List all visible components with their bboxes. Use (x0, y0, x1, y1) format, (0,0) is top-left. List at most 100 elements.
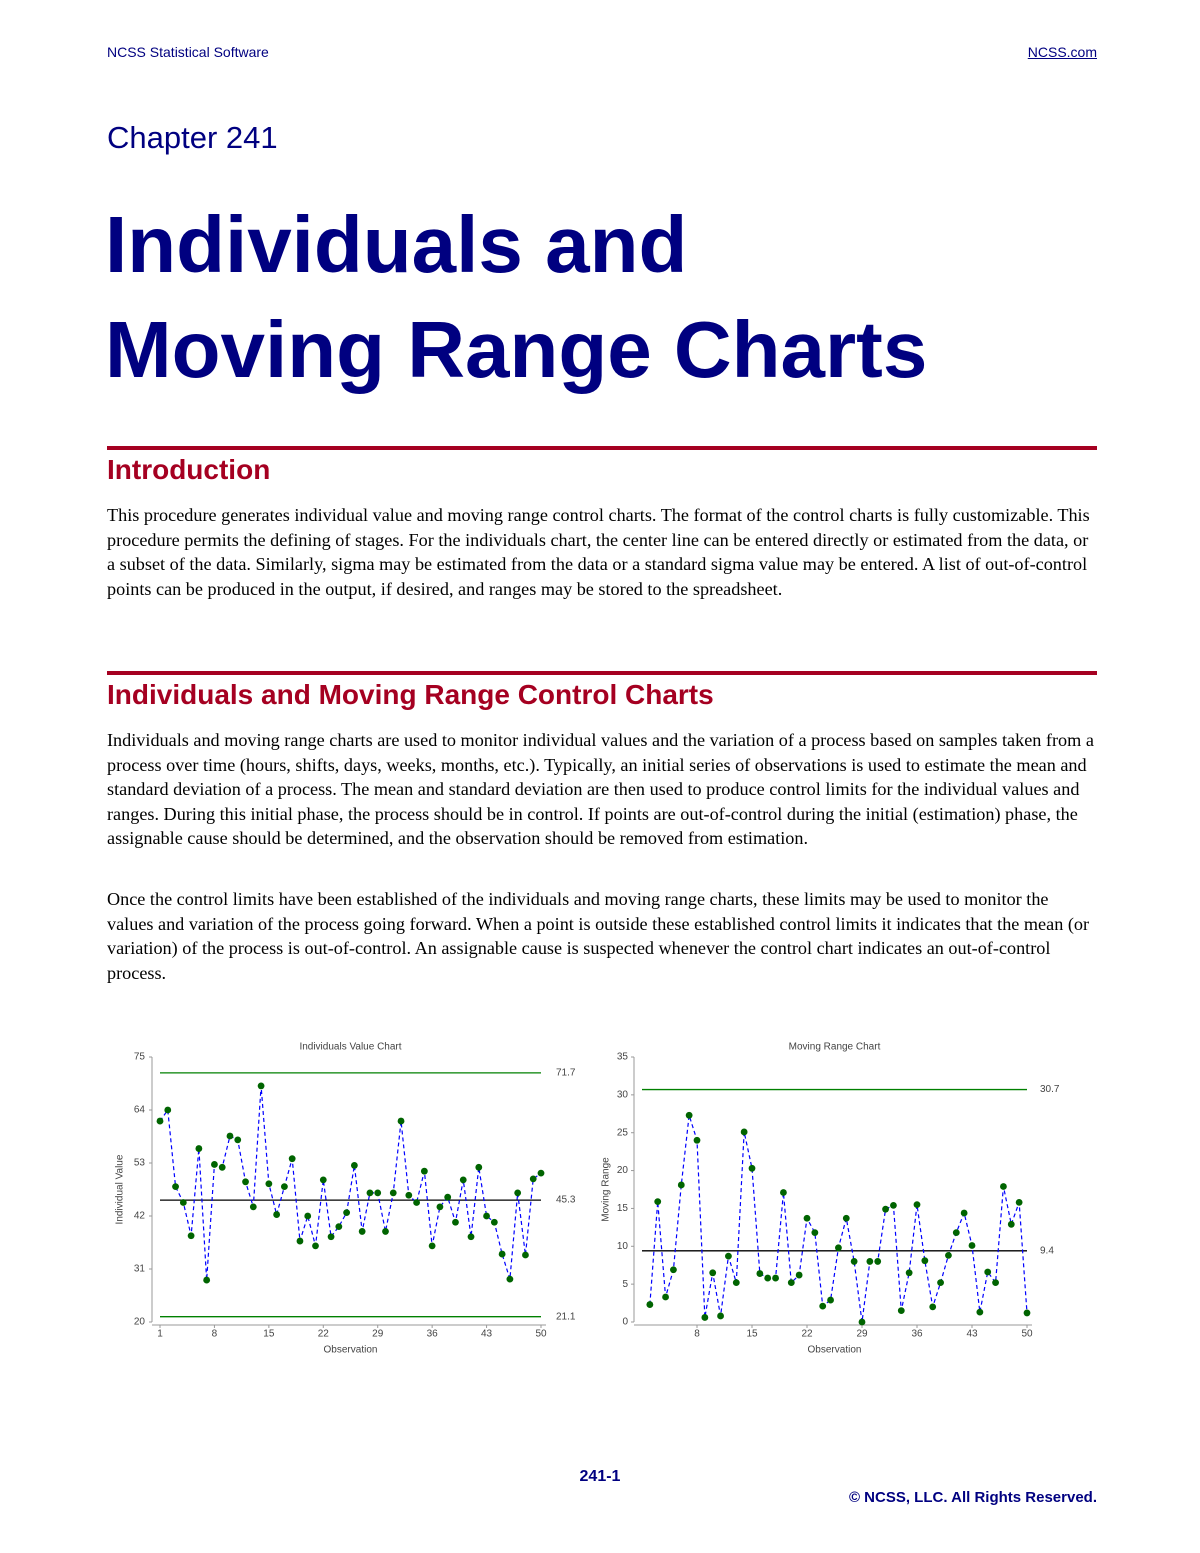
data-point (701, 1314, 709, 1321)
section-heading: Introduction (107, 454, 271, 485)
data-point (203, 1276, 211, 1284)
data-point (358, 1228, 366, 1235)
data-point (921, 1257, 929, 1265)
page-number: 241-1 (579, 1468, 621, 1485)
data-point (506, 1275, 514, 1283)
data-point (748, 1164, 756, 1172)
data-point (304, 1212, 312, 1220)
data-point (296, 1237, 304, 1245)
y-tick-label: 31 (134, 1264, 146, 1275)
x-tick-label: 1 (157, 1329, 163, 1340)
charts: Individuals Value Chart Observation Indivi… (115, 1042, 1060, 1356)
y-tick-label: 35 (617, 1052, 629, 1063)
x-tick-label: 36 (911, 1329, 923, 1340)
data-point (483, 1212, 490, 1220)
x-tick-label: 15 (746, 1329, 758, 1340)
data-point (725, 1252, 732, 1260)
y-tick-label: 15 (617, 1203, 629, 1214)
data-point (343, 1209, 351, 1217)
data-point (537, 1169, 545, 1177)
data-point (787, 1279, 795, 1287)
data-point (874, 1258, 882, 1265)
data-point (179, 1199, 187, 1206)
data-point (654, 1198, 662, 1206)
data-point (490, 1218, 498, 1226)
header-left: NCSS Statistical Software (107, 44, 269, 60)
data-point (890, 1202, 897, 1209)
data-point (685, 1111, 693, 1119)
data-point (976, 1308, 984, 1316)
data-point (866, 1258, 874, 1265)
data-point (670, 1266, 677, 1274)
data-point (522, 1251, 529, 1259)
data-point (968, 1242, 976, 1249)
paragraph: This procedure generates individual valu… (107, 505, 1090, 599)
data-point (780, 1189, 787, 1196)
data-point (992, 1279, 999, 1287)
data-point (945, 1251, 952, 1259)
data-point (156, 1117, 164, 1125)
chart-title: Individuals Value Chart (299, 1042, 401, 1053)
data-point (827, 1296, 834, 1304)
data-point (803, 1214, 811, 1222)
data-point (281, 1183, 288, 1191)
y-tick-label: 53 (134, 1158, 146, 1169)
data-point (436, 1203, 444, 1211)
title-line: Individuals and (105, 200, 688, 289)
data-point (319, 1176, 327, 1184)
title-line: Moving Range Charts (105, 305, 928, 394)
data-point (195, 1145, 203, 1152)
paragraph: Individuals and moving range charts are … (107, 730, 1094, 849)
y-tick-label: 5 (622, 1279, 628, 1290)
data-point (226, 1132, 234, 1140)
x-tick-label: 8 (212, 1329, 218, 1340)
data-point (952, 1229, 960, 1237)
x-tick-label: 29 (372, 1329, 384, 1340)
data-point (772, 1274, 779, 1282)
y-tick-label: 10 (617, 1241, 629, 1252)
data-point (428, 1242, 436, 1250)
rule (107, 671, 1097, 675)
series-line (649, 1115, 1028, 1323)
data-point (717, 1312, 724, 1320)
data-point (929, 1303, 937, 1311)
control-label: 71.7 (556, 1068, 576, 1079)
data-point (646, 1301, 654, 1308)
header-link[interactable]: NCSS.com (1027, 44, 1097, 60)
data-point (984, 1268, 992, 1276)
data-point (819, 1302, 827, 1310)
y-axis-label: Moving Range (601, 1157, 612, 1222)
data-point (842, 1214, 850, 1222)
data-point (1007, 1220, 1015, 1228)
data-point (709, 1269, 717, 1277)
x-tick-label: 8 (694, 1329, 700, 1340)
data-point (905, 1269, 913, 1277)
data-point (467, 1233, 475, 1241)
y-tick-label: 20 (617, 1165, 629, 1176)
data-point (529, 1175, 537, 1183)
data-point (257, 1082, 265, 1090)
data-point (273, 1211, 281, 1218)
copyright: © NCSS, LLC. All Rights Reserved. (848, 1489, 1097, 1506)
data-point (366, 1189, 374, 1197)
data-point (1015, 1198, 1023, 1206)
data-point (693, 1136, 701, 1144)
data-point (835, 1244, 842, 1252)
paragraph: Once the control limits have been establ… (107, 889, 1090, 983)
x-tick-label: 22 (801, 1329, 813, 1340)
data-point (913, 1201, 921, 1209)
data-point (420, 1167, 428, 1175)
control-label: 9.4 (1040, 1245, 1054, 1256)
data-point (475, 1163, 483, 1171)
y-tick-label: 25 (617, 1127, 629, 1138)
x-tick-label: 36 (427, 1329, 439, 1340)
data-point (187, 1232, 195, 1240)
control-label: 21.1 (556, 1311, 576, 1322)
data-point (374, 1189, 382, 1197)
y-tick-label: 0 (622, 1317, 628, 1328)
data-point (960, 1209, 968, 1217)
control-label: 45.3 (556, 1195, 576, 1206)
x-tick-label: 43 (966, 1329, 978, 1340)
chapter: Chapter 241 (107, 120, 278, 155)
